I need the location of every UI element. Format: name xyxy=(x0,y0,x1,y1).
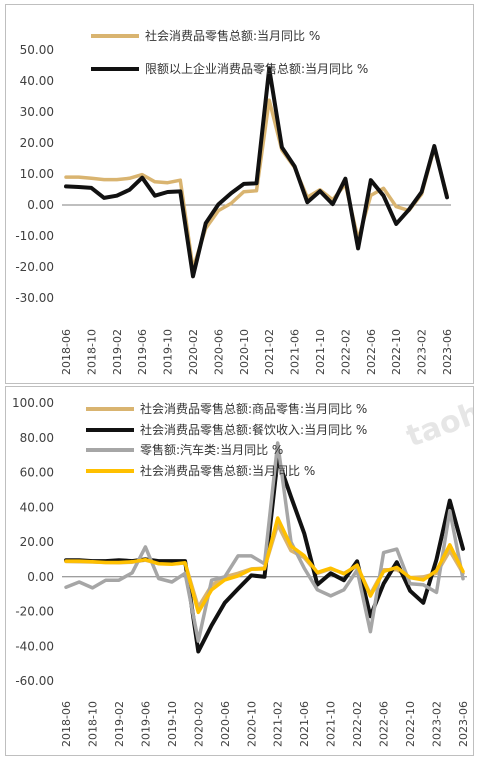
legend-label: 零售额:汽车类:当月同比 % xyxy=(140,442,283,457)
x-tick-label: 2020-06 xyxy=(219,701,232,747)
x-tick-label: 2023-06 xyxy=(457,701,470,747)
x-tick-label: 2019-02 xyxy=(111,329,124,375)
x-tick-label: 2020-10 xyxy=(245,701,258,747)
x-tick-label: 2021-10 xyxy=(325,701,338,747)
x-tick-label: 2022-02 xyxy=(339,329,352,375)
y-tick-label: 40.00 xyxy=(20,74,54,88)
legend-label: 社会消费品零售总额:商品零售:当月同比 % xyxy=(140,401,367,416)
x-tick-label: 2023-06 xyxy=(441,329,454,375)
x-tick-label: 2021-10 xyxy=(314,329,327,375)
y-tick-label: -10.00 xyxy=(15,229,54,243)
x-tick-label: 2019-06 xyxy=(136,329,149,375)
y-tick-label: -20.00 xyxy=(15,260,54,274)
x-tick-label: 2020-02 xyxy=(192,701,205,747)
x-tick-label: 2018-06 xyxy=(60,701,73,747)
y-tick-label: 0.00 xyxy=(27,198,54,212)
y-tick-label: 20.00 xyxy=(20,136,54,150)
y-tick-label: -60.00 xyxy=(15,674,54,688)
x-tick-label: 2021-02 xyxy=(263,329,276,375)
y-tick-label: 60.00 xyxy=(20,466,54,480)
legend-label: 社会消费品零售总额:餐饮收入:当月同比 % xyxy=(140,422,367,437)
y-tick-label: 30.00 xyxy=(20,105,54,119)
y-tick-label: 50.00 xyxy=(20,43,54,57)
x-tick-label: 2019-10 xyxy=(166,701,179,747)
x-tick-label: 2022-06 xyxy=(378,701,391,747)
y-tick-label: 40.00 xyxy=(20,500,54,514)
legend-item: 限额以上企业消费品零售总额:当月同比 % xyxy=(91,61,368,76)
x-tick-label: 2020-10 xyxy=(238,329,251,375)
watermark-text: taoh xyxy=(402,395,473,454)
y-tick-label: 100.00 xyxy=(12,396,54,410)
legend-label: 社会消费品零售总额:当月同比 % xyxy=(140,463,315,478)
legend-item: 社会消费品零售总额:餐饮收入:当月同比 % xyxy=(86,422,367,437)
y-tick-label: -20.00 xyxy=(15,605,54,619)
x-tick-label: 2019-06 xyxy=(139,701,152,747)
x-tick-label: 2018-10 xyxy=(85,329,98,375)
x-tick-label: 2022-10 xyxy=(390,329,403,375)
y-tick-label: 0.00 xyxy=(27,570,54,584)
chart-bottom: 100.00 80.00 60.00 40.00 20.00 0.00 -20.00 -40.… xyxy=(12,395,473,747)
chart-panel-bottom: 100.00 80.00 60.00 40.00 20.00 0.00 -20.00 -40.… xyxy=(5,386,474,756)
x-tick-label: 2021-02 xyxy=(272,701,285,747)
chart-top: 50.00 40.00 30.00 20.00 10.00 0.00 -10.00 -20.0… xyxy=(15,28,454,375)
x-tick-label: 2019-02 xyxy=(113,701,126,747)
series-line-1-1 xyxy=(64,98,449,271)
legend-item: 零售额:汽车类:当月同比 % xyxy=(86,442,283,457)
legend-label: 社会消费品零售总额:当月同比 % xyxy=(145,28,320,43)
series-line-1-2 xyxy=(64,66,449,279)
x-tick-label: 2023-02 xyxy=(431,701,444,747)
y-tick-label: 10.00 xyxy=(20,167,54,181)
x-tick-label: 2021-06 xyxy=(289,329,302,375)
legend-item: 社会消费品零售总额:商品零售:当月同比 % xyxy=(86,401,367,416)
x-tick-label: 2019-10 xyxy=(162,329,175,375)
series-line-2-4 xyxy=(64,516,465,615)
legend-label: 限额以上企业消费品零售总额:当月同比 % xyxy=(145,61,368,76)
y-tick-label: 80.00 xyxy=(20,431,54,445)
x-tick-label: 2020-06 xyxy=(212,329,225,375)
x-tick-label: 2023-02 xyxy=(416,329,429,375)
legend-item: 社会消费品零售总额:当月同比 % xyxy=(86,463,315,478)
x-tick-label: 2022-06 xyxy=(365,329,378,375)
legend-item: 社会消费品零售总额:当月同比 % xyxy=(91,28,320,43)
chart-panel-top: 50.00 40.00 30.00 20.00 10.00 0.00 -10.00 -20.0… xyxy=(5,4,474,384)
y-tick-label: 20.00 xyxy=(20,535,54,549)
x-tick-label: 2021-06 xyxy=(298,701,311,747)
x-tick-label: 2022-02 xyxy=(351,701,364,747)
y-tick-label: -40.00 xyxy=(15,639,54,653)
x-tick-label: 2018-06 xyxy=(60,329,73,375)
x-tick-label: 2022-10 xyxy=(404,701,417,747)
x-tick-label: 2018-10 xyxy=(86,701,99,747)
y-tick-label: -30.00 xyxy=(15,291,54,305)
x-tick-label: 2020-02 xyxy=(187,329,200,375)
